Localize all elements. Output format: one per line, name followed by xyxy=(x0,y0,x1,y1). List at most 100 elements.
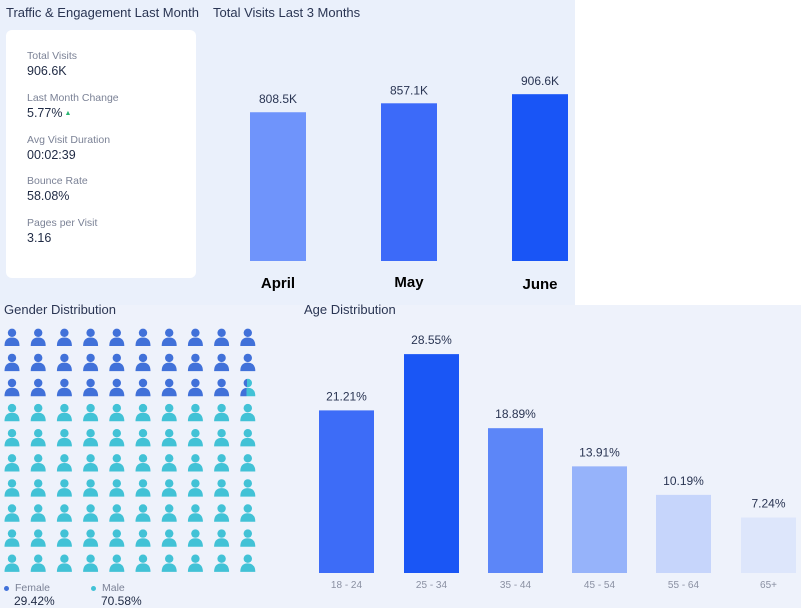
visits-bar[interactable] xyxy=(512,94,568,261)
person-icon xyxy=(240,403,256,422)
legend-female: Female xyxy=(4,582,50,594)
age-tick-label: 55 - 64 xyxy=(668,580,700,591)
stat-total-visits: Total Visits 906.6K xyxy=(27,50,77,78)
visits-bar[interactable] xyxy=(381,103,437,261)
person-icon xyxy=(30,554,46,572)
engagement-card: Total Visits 906.6K Last Month Change 5.… xyxy=(6,30,196,278)
month-tick-label: April xyxy=(261,275,295,292)
person-icon xyxy=(240,378,256,397)
person-icon xyxy=(109,429,125,447)
person-icon xyxy=(187,479,203,497)
person-icon xyxy=(83,353,99,372)
stat-pages-per-visit: Pages per Visit 3.16 xyxy=(27,217,97,245)
person-icon xyxy=(30,328,46,346)
person-icon xyxy=(214,403,230,422)
person-icon xyxy=(83,454,99,472)
person-icon xyxy=(214,328,230,346)
age-value-label: 28.55% xyxy=(411,333,452,347)
gender-title: Gender Distribution xyxy=(4,302,116,317)
person-icon xyxy=(187,454,203,472)
person-icon xyxy=(214,454,230,472)
person-icon xyxy=(187,429,203,447)
person-icon xyxy=(109,403,125,422)
age-bar[interactable] xyxy=(488,428,543,573)
person-icon xyxy=(135,504,151,522)
person-icon xyxy=(30,504,46,522)
person-icon xyxy=(83,504,99,522)
legend-label: Male xyxy=(102,582,125,594)
stat-label: Last Month Change xyxy=(27,92,119,104)
person-icon xyxy=(30,353,46,372)
person-icon xyxy=(56,429,72,447)
person-icon xyxy=(240,529,256,547)
age-value-label: 10.19% xyxy=(663,474,704,488)
visits-chart-title: Total Visits Last 3 Months xyxy=(213,5,361,20)
person-icon xyxy=(56,454,72,472)
person-icon xyxy=(214,429,230,447)
person-icon xyxy=(4,429,20,447)
age-bar[interactable] xyxy=(572,466,627,573)
person-icon xyxy=(135,403,151,422)
visits-value-label: 808.5K xyxy=(259,92,297,106)
person-icon xyxy=(83,403,99,422)
person-icon xyxy=(240,454,256,472)
person-icon xyxy=(56,378,72,397)
age-bar[interactable] xyxy=(319,410,374,573)
person-icon xyxy=(30,479,46,497)
age-bar[interactable] xyxy=(741,517,796,573)
person-icon xyxy=(214,554,230,572)
visits-value-label: 857.1K xyxy=(390,83,428,97)
male-dot-icon xyxy=(91,585,96,591)
age-value-label: 13.91% xyxy=(579,445,620,459)
stat-label: Avg Visit Duration xyxy=(27,134,111,146)
person-icon xyxy=(135,529,151,547)
stat-value: 58.08% xyxy=(27,189,70,203)
month-tick-label: May xyxy=(394,274,424,291)
stat-bounce-rate: Bounce Rate 58.08% xyxy=(27,175,88,203)
person-icon xyxy=(161,353,177,372)
age-tick-label: 65+ xyxy=(760,580,777,591)
visits-value-label: 906.6K xyxy=(521,74,559,88)
person-icon xyxy=(161,378,177,397)
person-icon xyxy=(109,454,125,472)
person-icon xyxy=(240,429,256,447)
stat-label: Pages per Visit xyxy=(27,217,98,229)
person-icon xyxy=(187,529,203,547)
person-icon xyxy=(4,504,20,522)
legend-male-value: 70.58% xyxy=(101,594,142,608)
person-icon xyxy=(83,554,99,572)
stat-label: Total Visits xyxy=(27,50,77,62)
person-icon xyxy=(56,479,72,497)
person-icon xyxy=(187,353,203,372)
person-icon xyxy=(109,529,125,547)
person-icon xyxy=(83,529,99,547)
age-tick-label: 45 - 54 xyxy=(584,580,616,591)
age-value-label: 21.21% xyxy=(326,389,367,403)
person-icon xyxy=(187,378,203,397)
person-icon xyxy=(56,353,72,372)
person-icon xyxy=(30,454,46,472)
person-icon xyxy=(135,378,151,397)
person-icon xyxy=(161,328,177,346)
legend-female-value: 29.42% xyxy=(14,594,55,608)
age-tick-label: 25 - 34 xyxy=(416,580,448,591)
person-icon xyxy=(109,479,125,497)
visits-bar[interactable] xyxy=(250,112,306,262)
stat-last-month-change: Last Month Change 5.77% ▲ xyxy=(27,92,119,120)
person-icon xyxy=(240,504,256,522)
female-dot-icon xyxy=(4,585,9,591)
person-icon xyxy=(4,378,20,397)
person-icon xyxy=(83,429,99,447)
person-icon xyxy=(30,378,46,397)
stat-value: 3.16 xyxy=(27,231,52,245)
person-icon xyxy=(187,504,203,522)
stat-label: Bounce Rate xyxy=(27,175,88,187)
age-bar[interactable] xyxy=(656,494,711,573)
person-icon xyxy=(4,454,20,472)
person-icon xyxy=(4,353,20,372)
stat-avg-visit-duration: Avg Visit Duration 00:02:39 xyxy=(27,134,110,162)
age-bar[interactable] xyxy=(404,354,459,573)
stat-value: 5.77% xyxy=(27,106,63,120)
